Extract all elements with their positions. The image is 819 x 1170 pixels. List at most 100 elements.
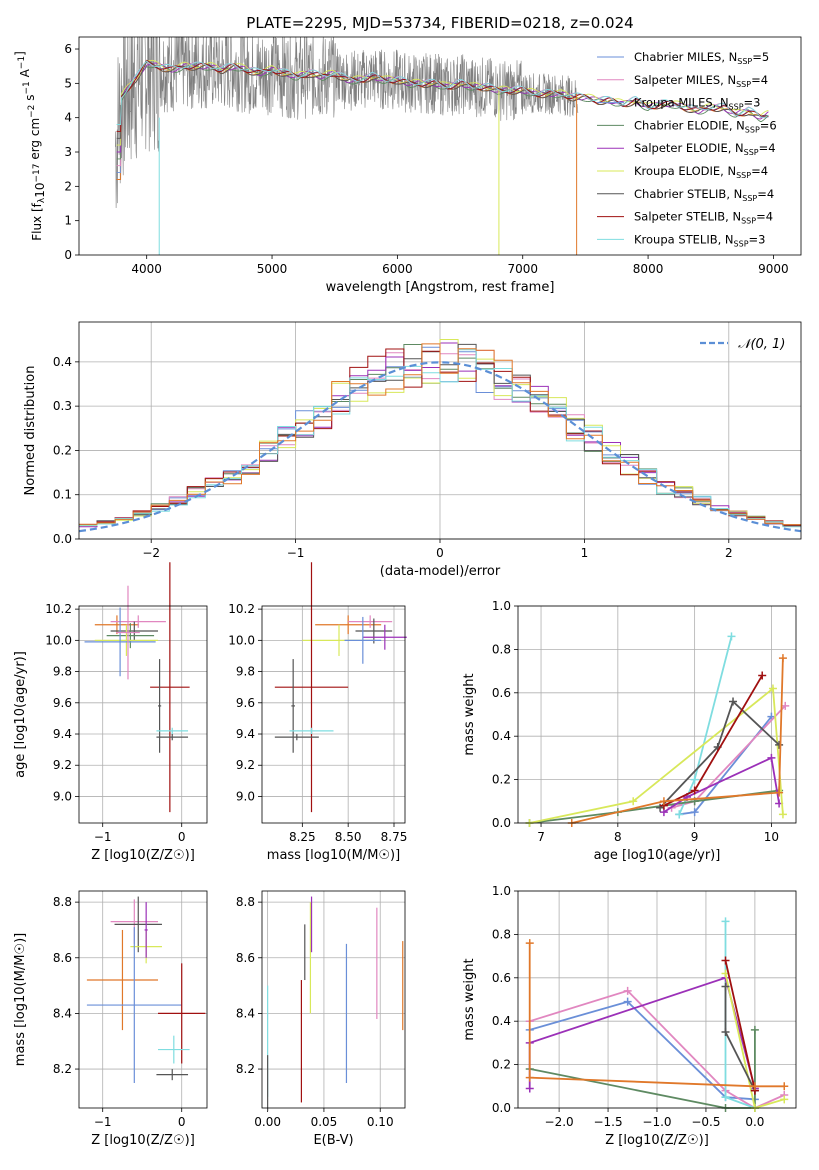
- y-tick-label: 0.0: [492, 1101, 511, 1115]
- legend-entry: 𝒩(0, 1): [738, 337, 785, 352]
- y-tick-label: 9.4: [236, 727, 255, 741]
- legend-part: SSP: [729, 103, 744, 112]
- label-part: s: [23, 95, 37, 105]
- y-tick-label: 0.8: [492, 642, 511, 656]
- axes-frame: [78, 890, 208, 1109]
- series-marker: [721, 917, 730, 926]
- x-axis-label: (data-model)/error: [380, 564, 501, 579]
- y-tick-label: 0.3: [53, 399, 72, 413]
- series-marker: [778, 810, 787, 819]
- legend-part: SSP: [737, 57, 752, 66]
- model-spectrum-line: [116, 61, 769, 139]
- series-marker: [721, 982, 730, 991]
- x-axis-label: Z [log10(Z/Z☉)]: [605, 1133, 709, 1148]
- series-line: [529, 686, 784, 824]
- series-marker: [525, 1084, 534, 1093]
- x-tick-label: 10: [764, 830, 779, 844]
- y-tick-label: 10.0: [228, 633, 255, 647]
- series-marker: [623, 986, 632, 995]
- errorbar-point: [274, 734, 319, 741]
- y-tick-label: 0.2: [492, 773, 511, 787]
- legend-part: =4: [751, 164, 768, 178]
- legend-part: =3: [744, 96, 761, 110]
- figure-title: PLATE=2295, MJD=53734, FIBERID=0218, z=0…: [246, 14, 633, 32]
- y-tick-label: 10.0: [45, 633, 72, 647]
- y-tick-label: 1.0: [492, 884, 511, 898]
- legend-entry: Salpeter STELIB, NSSP=4: [634, 210, 773, 226]
- x-tick-label: −1: [94, 830, 112, 844]
- series-marker: [775, 788, 784, 797]
- x-axis-label: age [log10(age/yr)]: [594, 848, 721, 863]
- series-marker: [629, 797, 638, 806]
- series-marker: [690, 786, 699, 795]
- legend-entry: Salpeter ELODIE, NSSP=4: [634, 141, 776, 157]
- x-tick-label: 0: [436, 546, 444, 560]
- errorbar-point: [289, 727, 334, 735]
- series-marker: [675, 810, 684, 819]
- series-marker: [758, 671, 767, 680]
- legend-entry: Kroupa STELIB, NSSP=3: [634, 232, 765, 248]
- errorbar-point: [158, 1035, 190, 1064]
- legend-part: SSP: [744, 148, 759, 157]
- series-marker: [721, 1093, 730, 1102]
- legend-part: Salpeter STELIB, N: [634, 210, 741, 224]
- series-marker: [750, 1082, 759, 1091]
- legend-part: =5: [752, 50, 769, 64]
- y-tick-label: 0.0: [492, 816, 511, 830]
- series-marker: [659, 797, 668, 806]
- label-part: A: [18, 68, 32, 81]
- errorbar-point: [156, 727, 189, 735]
- series-line: [529, 1000, 755, 1101]
- series-marker: [721, 1028, 730, 1037]
- errorbar-point: [110, 621, 159, 641]
- series-marker: [690, 775, 699, 784]
- y-tick-label: 10.2: [228, 602, 255, 616]
- legend-part: SSP: [742, 194, 757, 203]
- y-axis-label: mass weight: [462, 673, 477, 755]
- y-tick-label: 3: [64, 145, 72, 159]
- series-marker: [729, 697, 738, 706]
- legend-entry: Kroupa ELODIE, NSSP=4: [634, 164, 768, 180]
- y-tick-label: 2: [64, 179, 72, 193]
- x-tick-label: 2: [725, 546, 733, 560]
- errorbar-point: [158, 659, 162, 753]
- x-tick-label: 8: [614, 830, 622, 844]
- y-tick-label: 0.6: [492, 971, 511, 985]
- errorbar-point: [362, 624, 407, 650]
- axes-frame: [261, 890, 406, 1109]
- x-tick-label: 4000: [131, 262, 162, 276]
- x-tick-label: −1: [287, 546, 305, 560]
- axes-frame: [78, 36, 802, 256]
- label-part: −17: [32, 164, 42, 183]
- x-tick-label: 0: [178, 830, 186, 844]
- series-marker: [525, 1073, 534, 1082]
- y-tick-label: 9.2: [236, 758, 255, 772]
- errorbar-point: [274, 562, 349, 813]
- errorbar-point: [344, 616, 382, 664]
- x-tick-label: −1.5: [593, 1115, 622, 1129]
- series-line: [529, 1029, 756, 1109]
- legend-entry: Chabrier ELODIE, NSSP=6: [634, 118, 777, 134]
- errorbar-point: [355, 618, 393, 644]
- x-tick-label: 8.25: [289, 830, 316, 844]
- legend-part: Kroupa MILES, N: [634, 96, 729, 110]
- axes-frame: [261, 605, 406, 824]
- legend-part: =4: [756, 210, 773, 224]
- legend-entry: Salpeter MILES, NSSP=4: [634, 73, 768, 89]
- series-marker: [768, 684, 777, 693]
- y-tick-label: 9.0: [53, 789, 72, 803]
- y-tick-label: 9.4: [53, 727, 72, 741]
- series-marker: [525, 939, 534, 948]
- y-axis-label: mass [log10(M/M☉)]: [13, 933, 28, 1066]
- y-tick-label: 1: [64, 214, 72, 228]
- series-marker: [778, 654, 787, 663]
- y-tick-label: 6: [64, 42, 72, 56]
- series-line: [663, 756, 780, 813]
- x-tick-label: 6000: [382, 262, 413, 276]
- y-tick-label: 8.4: [53, 1006, 72, 1020]
- x-tick-label: 0.10: [367, 1115, 394, 1129]
- y-tick-label: 9.6: [53, 696, 72, 710]
- spectrum-plot: [115, 37, 769, 255]
- x-axis-label: Z [log10(Z/Z☉)]: [91, 848, 195, 863]
- y-tick-label: 8.2: [236, 1062, 255, 1076]
